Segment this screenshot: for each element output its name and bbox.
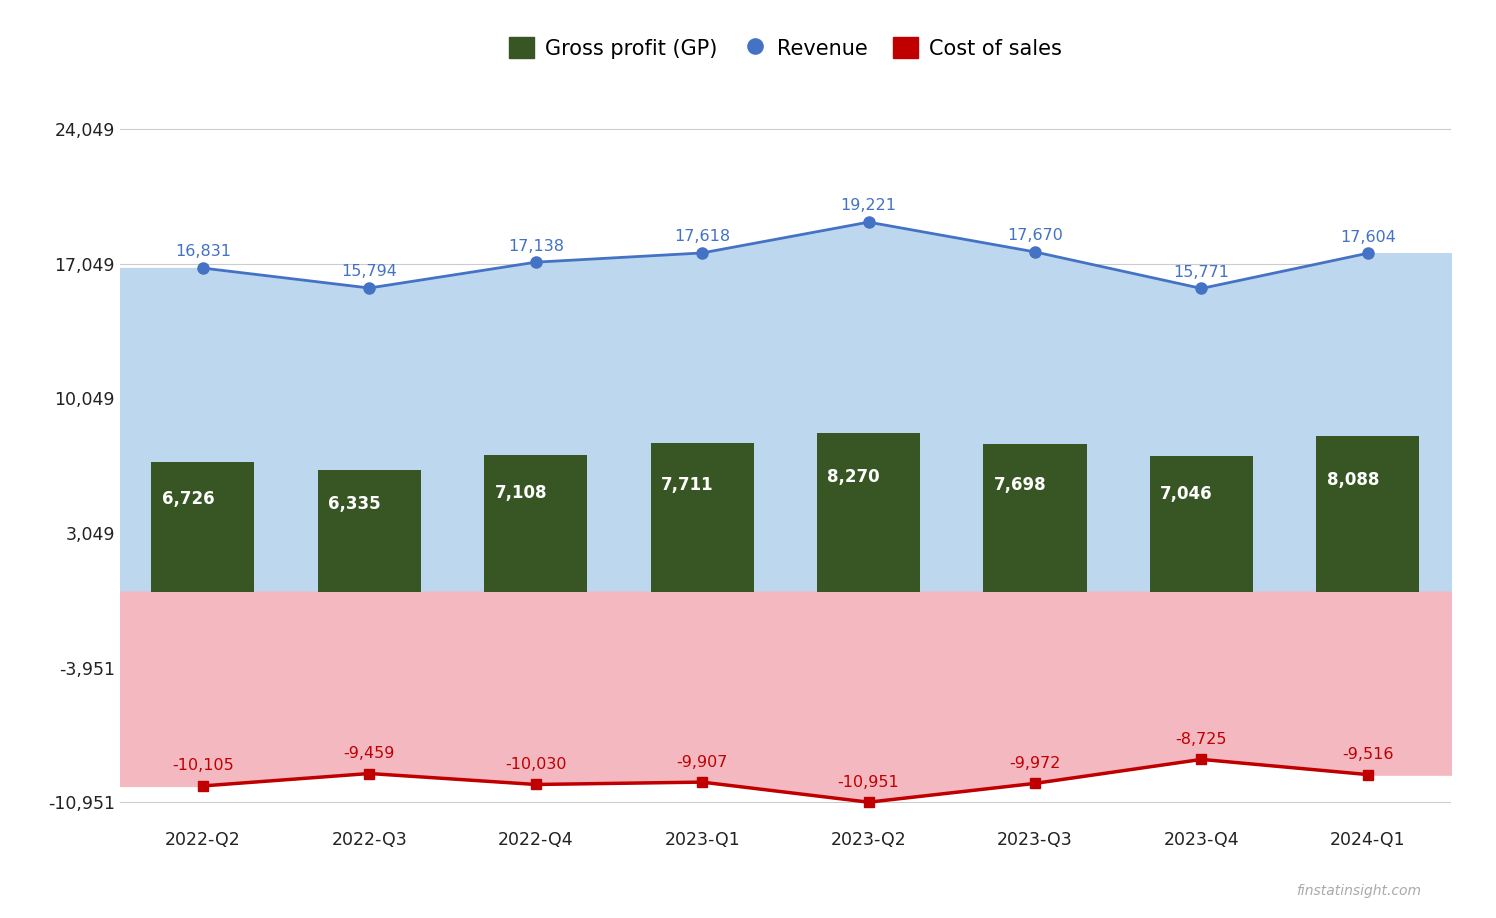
Text: 6,726: 6,726 (162, 489, 214, 508)
Text: -9,459: -9,459 (344, 746, 395, 761)
Text: -8,725: -8,725 (1176, 732, 1227, 747)
Bar (817, 432, 920, 592)
Text: 17,604: 17,604 (1340, 230, 1396, 244)
Bar (983, 443, 1086, 592)
Text: 19,221: 19,221 (841, 198, 896, 214)
Text: 8,270: 8,270 (827, 468, 880, 487)
Text: 7,108: 7,108 (495, 485, 548, 502)
Legend: Gross profit (GP), Revenue, Cost of sales: Gross profit (GP), Revenue, Cost of sale… (501, 28, 1070, 67)
Bar (485, 455, 588, 592)
Text: -10,030: -10,030 (506, 757, 567, 772)
Text: 8,088: 8,088 (1327, 471, 1379, 488)
Text: 15,771: 15,771 (1173, 264, 1230, 280)
Text: finstatinsight.com: finstatinsight.com (1296, 884, 1421, 898)
Text: -9,972: -9,972 (1010, 756, 1061, 771)
Text: 7,711: 7,711 (661, 476, 714, 494)
Text: 17,618: 17,618 (675, 230, 730, 244)
Text: -9,907: -9,907 (676, 755, 729, 769)
Text: -9,516: -9,516 (1342, 747, 1394, 762)
Bar (317, 470, 420, 592)
Text: 15,794: 15,794 (341, 264, 398, 279)
Text: 16,831: 16,831 (175, 244, 230, 260)
Bar (1316, 436, 1420, 592)
Text: 7,046: 7,046 (1161, 485, 1213, 503)
Bar (651, 443, 754, 592)
Text: -10,105: -10,105 (172, 758, 233, 774)
Text: 17,670: 17,670 (1007, 229, 1064, 243)
Bar (1150, 456, 1254, 592)
Bar (151, 463, 254, 592)
Text: 17,138: 17,138 (507, 239, 564, 253)
Text: -10,951: -10,951 (838, 775, 899, 789)
Text: 6,335: 6,335 (328, 495, 380, 513)
Text: 7,698: 7,698 (993, 476, 1046, 494)
